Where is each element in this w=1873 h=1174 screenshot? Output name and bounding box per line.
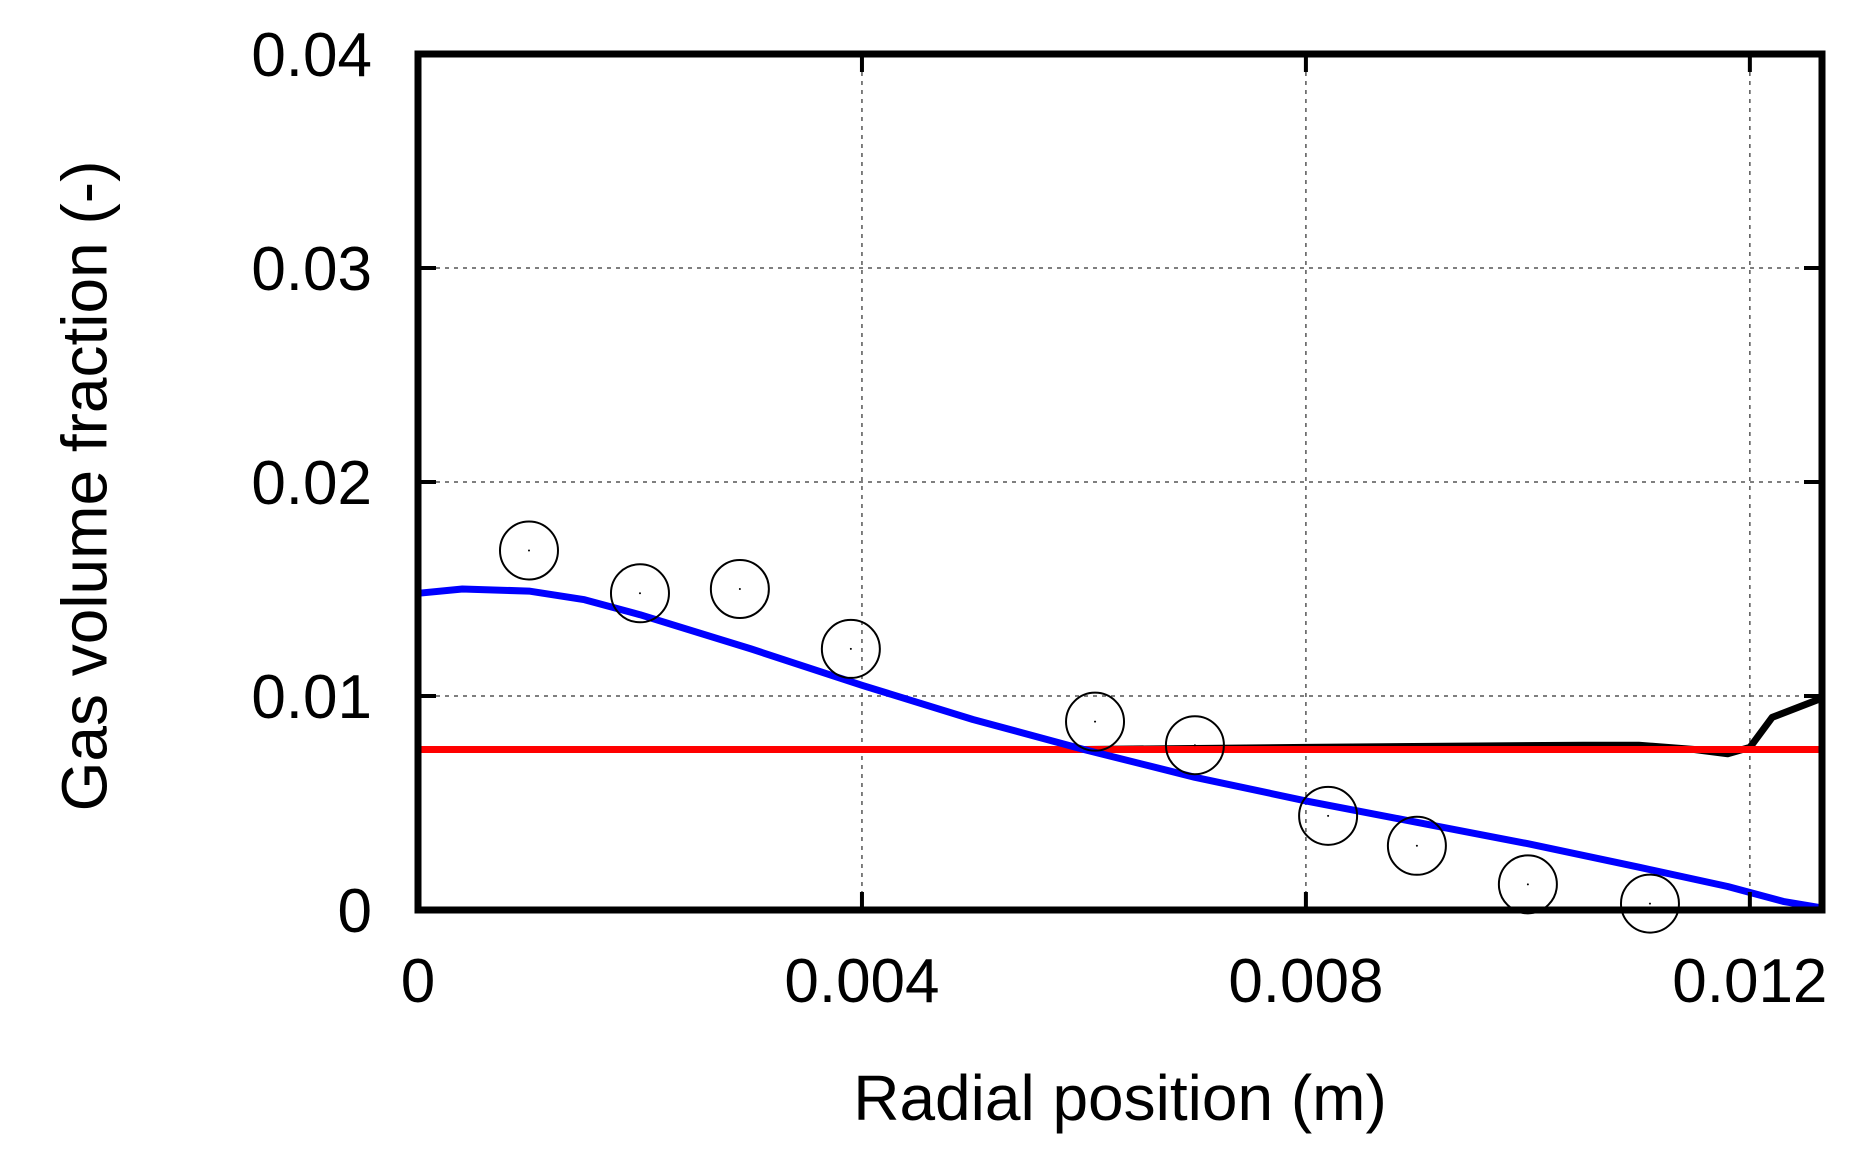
x-tick-label: 0.008 [1228,947,1383,1016]
data-point-center [638,592,641,595]
data-point-circle [820,618,881,679]
x-axis-title: Radial position (m) [853,1062,1387,1134]
data-point-circle [1386,815,1447,876]
x-tick-label: 0.012 [1672,947,1827,1016]
y-tick-label: 0.01 [251,663,372,732]
data-point-center [849,647,852,650]
x-tick-label: 0.004 [784,947,939,1016]
data-point-circle [709,559,770,619]
data-point-circle [609,563,670,624]
data-point-center [1193,744,1196,747]
data-point-center [1415,844,1418,847]
y-tick-label: 0.02 [251,449,372,518]
y-tick-label: 0.04 [251,21,372,90]
data-point-center [1648,902,1651,905]
x-tick-label: 0 [401,947,435,1016]
y-axis-title: Gas volume fraction (-) [48,161,120,812]
data-point-circle [498,520,559,581]
data-point-circle [1065,691,1126,752]
y-tick-label: 0 [338,877,372,946]
tick-labels: 0 0.004 0.008 0.012 0 0.01 0.02 0.03 0.04 [251,21,1827,1016]
data-point-circle [1619,873,1680,934]
data-point-center [1094,720,1097,723]
series-layer [417,520,1824,934]
data-point-center [1526,883,1529,886]
data-point-circle [1164,715,1225,776]
plot-frame [414,50,1826,914]
y-tick-label: 0.03 [251,235,372,304]
data-point-center [738,588,741,590]
data-point-center [527,549,530,552]
data-point-center [1327,814,1330,817]
grid [418,54,1822,910]
data-point-circle [1298,785,1359,846]
